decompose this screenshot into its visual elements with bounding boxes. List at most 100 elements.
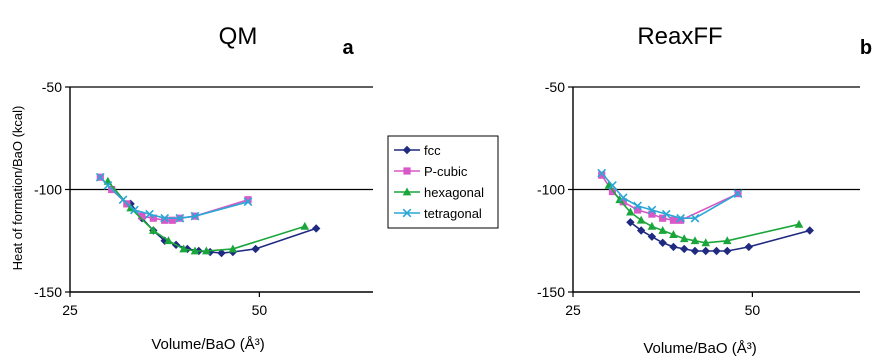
panel-b-y-tick-label: -100 [537, 182, 565, 198]
panel-qm: QM a Heat of formation/BaO (kcal) Volume… [10, 23, 373, 353]
panel-b-y-tick-label: -50 [545, 79, 565, 95]
panel-b-point-p-cubic [598, 171, 606, 179]
panel-a-point-fcc [251, 244, 260, 254]
panel-b-title: ReaxFF [637, 23, 722, 50]
panel-b-point-fcc [805, 226, 814, 235]
panel-a-point-tetragonal [243, 197, 253, 207]
panel-a-series-line-fcc [129, 203, 317, 254]
panel-b-xlabel: Volume/BaO (Å³) [643, 340, 756, 357]
legend-label-hexagonal: hexagonal [424, 185, 484, 200]
panel-a-point-hexagonal [228, 244, 238, 253]
panel-a-point-tetragonal [103, 181, 113, 190]
legend-entries: fcc P-cubic hexagonal tetragonal [394, 143, 484, 221]
panel-b-point-tetragonal [676, 213, 685, 223]
panel-b-point-hexagonal [722, 236, 732, 245]
panel-a-series-p-cubic [96, 173, 252, 224]
panel-a-x-tick-label: 25 [62, 302, 78, 318]
panel-b-point-tetragonal [633, 201, 642, 211]
panel-a-point-tetragonal [95, 172, 105, 182]
panel-a-point-p-cubic [149, 214, 157, 222]
panel-b-point-hexagonal [615, 195, 624, 204]
panel-b-point-hexagonal [647, 221, 657, 230]
panel-b-x-tick-label: 25 [565, 302, 581, 318]
legend-label-p-cubic: P-cubic [424, 164, 468, 179]
panel-b-point-tetragonal [608, 181, 617, 190]
panel-b-point-p-cubic [619, 198, 627, 206]
panel-a-point-fcc [311, 224, 321, 233]
panel-b-point-fcc [701, 246, 710, 256]
panel-b-point-hexagonal [636, 215, 646, 224]
panel-b-point-hexagonal [690, 236, 700, 245]
panel-a-point-tetragonal [130, 205, 139, 215]
legend-entry-fcc: fcc [394, 143, 441, 158]
legend-marker-hexagonal [402, 187, 412, 196]
panel-b-point-hexagonal [794, 219, 804, 228]
panel-b-point-tetragonal [597, 168, 607, 178]
legend-entry-tetragonal: tetragonal [394, 206, 482, 221]
panel-b-series-tetragonal [597, 168, 743, 223]
panel-b-series-line-hexagonal [608, 184, 800, 244]
panel-b-series-hexagonal [604, 180, 804, 247]
panel-b-point-tetragonal [618, 193, 628, 203]
panel-a-point-hexagonal [190, 246, 200, 255]
panel-a-series-line-hexagonal [107, 180, 306, 252]
panel-a-y-tick-label: -150 [34, 284, 62, 300]
panel-a-point-p-cubic [138, 212, 146, 220]
panel-b-point-p-cubic [677, 216, 685, 224]
panel-a-point-p-cubic [168, 216, 176, 224]
panel-a-point-hexagonal [164, 236, 173, 245]
panel-b-point-fcc [669, 242, 678, 252]
panel-a-series-tetragonal [95, 172, 253, 223]
panel-b-point-hexagonal [626, 207, 635, 216]
panel-b-point-fcc [636, 226, 646, 235]
panel-a-point-hexagonal [149, 226, 158, 234]
panel-a-point-fcc [217, 248, 226, 258]
panel-b-point-p-cubic [669, 216, 678, 224]
panel-a-point-tetragonal [175, 213, 185, 223]
panel-a-point-tetragonal [190, 211, 200, 221]
panel-a-point-hexagonal [179, 244, 188, 253]
panel-b-point-hexagonal [658, 226, 667, 234]
panel-b-point-p-cubic [633, 206, 642, 214]
legend-entry-hexagonal: hexagonal [394, 185, 484, 200]
panel-a-xlabel: Volume/BaO (Å³) [151, 336, 264, 353]
panel-a-point-fcc [160, 236, 169, 245]
panel-a-label: a [342, 37, 354, 59]
panel-a-point-hexagonal [202, 246, 211, 255]
panel-a-series-hexagonal [103, 176, 310, 255]
panel-b-y-tick-label: -150 [537, 284, 565, 300]
legend: fcc P-cubic hexagonal tetragonal [387, 135, 499, 229]
panel-a-ylabel: Heat of formation/BaO (kcal) [10, 106, 25, 271]
panel-b-point-hexagonal [701, 238, 711, 247]
panel-a-title: QM [219, 23, 258, 50]
panel-b-point-hexagonal [669, 230, 678, 238]
panel-b-point-tetragonal [690, 213, 700, 223]
panel-a-y-tick-label: -50 [42, 79, 62, 95]
panel-b-point-tetragonal [733, 189, 743, 198]
panel-a-y-tick-label: -100 [34, 182, 62, 198]
panel-a-point-tetragonal [145, 209, 154, 219]
panel-b-point-hexagonal [679, 234, 689, 243]
panel-a-point-p-cubic [161, 216, 169, 224]
panel-a-point-tetragonal [118, 195, 128, 205]
panel-b-point-p-cubic [648, 210, 656, 218]
panel-b-point-fcc [647, 232, 657, 241]
panel-b-point-fcc [690, 246, 700, 256]
legend-entry-p-cubic: P-cubic [394, 164, 468, 179]
panel-b-point-fcc [744, 242, 753, 252]
legend-marker-fcc [402, 145, 412, 155]
panel-b-point-fcc [723, 246, 732, 256]
panel-b-point-tetragonal [647, 205, 657, 215]
panel-a-x-tick-label: 50 [252, 302, 268, 318]
panel-b-point-p-cubic [608, 187, 617, 196]
panel-b-point-fcc [712, 246, 721, 256]
legend-label-fcc: fcc [424, 143, 441, 158]
panel-b-point-fcc [680, 244, 689, 254]
panel-a-point-p-cubic [244, 196, 252, 204]
legend-label-tetragonal: tetragonal [424, 206, 482, 221]
panel-b-label: b [860, 37, 872, 59]
panel-a-point-hexagonal [300, 221, 310, 230]
panel-b-point-tetragonal [661, 209, 671, 219]
panel-b-plot: -150 -100 -50 25 50 [537, 79, 860, 318]
